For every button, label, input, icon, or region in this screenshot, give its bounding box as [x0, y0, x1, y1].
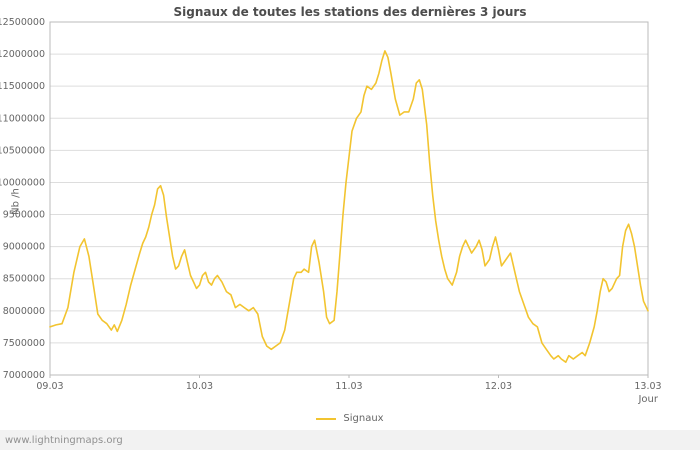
y-tick-label: 10500000: [0, 145, 45, 156]
y-axis-label: Nb /h: [10, 188, 22, 215]
legend: Signaux: [0, 413, 700, 424]
x-tick-label: 10.03: [186, 381, 213, 392]
legend-line-swatch: [316, 417, 337, 420]
footer-bar: www.lightningmaps.org: [0, 430, 700, 450]
watermark-text: www.lightningmaps.org: [5, 434, 123, 446]
y-tick-label: 7500000: [3, 338, 45, 349]
x-axis-label: Jour: [638, 394, 658, 405]
y-tick-label: 8000000: [3, 306, 45, 317]
x-tick-label: 09.03: [36, 381, 63, 392]
chart-title: Signaux de toutes les stations des derni…: [173, 5, 527, 19]
y-tick-label: 12000000: [0, 49, 45, 60]
x-tick-label: 13.03: [634, 381, 661, 392]
x-tick-label: 11.03: [335, 381, 362, 392]
y-tick-label: 10000000: [0, 177, 45, 188]
y-tick-label: 9000000: [3, 242, 45, 253]
y-tick-label: 11000000: [0, 113, 45, 124]
signal-line: [49, 50, 649, 364]
legend-label: Signaux: [343, 413, 384, 424]
y-tick-label: 7000000: [3, 370, 45, 381]
chart-canvas: 7000000 7500000 8000000 8500000 9000000 95000…: [0, 17, 662, 392]
y-tick-label: 8500000: [3, 274, 45, 285]
y-tick-label: 12500000: [0, 17, 45, 28]
y-tick-label: 11500000: [0, 81, 45, 92]
y-tick-label: 9500000: [3, 210, 45, 221]
plot-border: [49, 21, 649, 376]
x-tick-label: 12.03: [485, 381, 512, 392]
